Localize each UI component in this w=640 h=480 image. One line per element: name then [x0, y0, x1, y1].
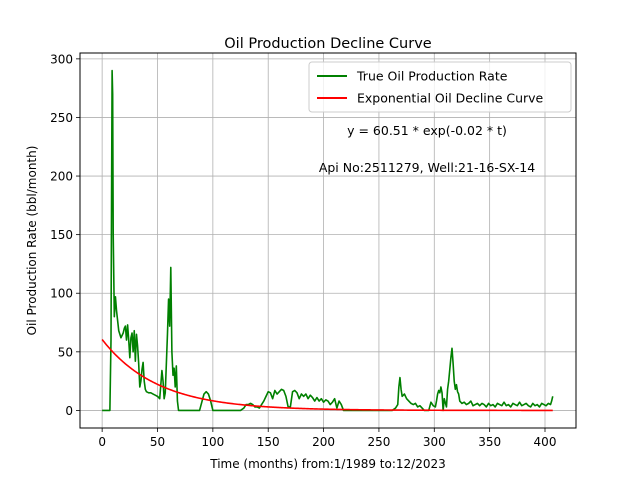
y-axis-label: Oil Production Rate (bbl/month)	[25, 146, 39, 336]
legend-box	[308, 61, 572, 113]
legend-label-true-rate: True Oil Production Rate	[356, 69, 508, 84]
series-true-oil-production-rate	[102, 69, 554, 412]
y-tick-label: 300	[50, 52, 73, 66]
y-tick-label: 100	[50, 287, 73, 301]
x-tick-label: 150	[257, 435, 280, 449]
ticks: 0 50 100 150 200 250 300 350 400 0 50 100 150 200 250 3…	[50, 52, 556, 449]
x-tick-label: 400	[534, 435, 557, 449]
series-exponential-decline-curve	[101, 339, 553, 412]
equation-annotation: y = 60.51 * exp(-0.02 * t)	[347, 123, 507, 138]
x-axis-label: Time (months) from:1/1989 to:12/2023	[209, 457, 446, 471]
legend-label-exponential: Exponential Oil Decline Curve	[357, 91, 544, 106]
x-tick-label: 200	[312, 435, 335, 449]
series-layer	[101, 69, 554, 412]
x-tick-label: 50	[150, 435, 165, 449]
well-info-annotation: Api No:2511279, Well:21-16-SX-14	[319, 160, 535, 175]
y-tick-label: 50	[58, 345, 73, 359]
x-tick-label: 300	[423, 435, 446, 449]
plot-frame	[79, 52, 577, 429]
legend: True Oil Production Rate Exponential Oil…	[308, 61, 572, 113]
chart-title: Oil Production Decline Curve	[224, 36, 432, 52]
x-tick-label: 350	[478, 435, 501, 449]
y-tick-label: 0	[65, 404, 73, 418]
x-tick-label: 0	[98, 435, 106, 449]
x-tick-label: 250	[367, 435, 390, 449]
y-tick-label: 150	[50, 228, 73, 242]
y-tick-label: 250	[50, 111, 73, 125]
y-tick-label: 200	[50, 170, 73, 184]
x-tick-label: 100	[201, 435, 224, 449]
